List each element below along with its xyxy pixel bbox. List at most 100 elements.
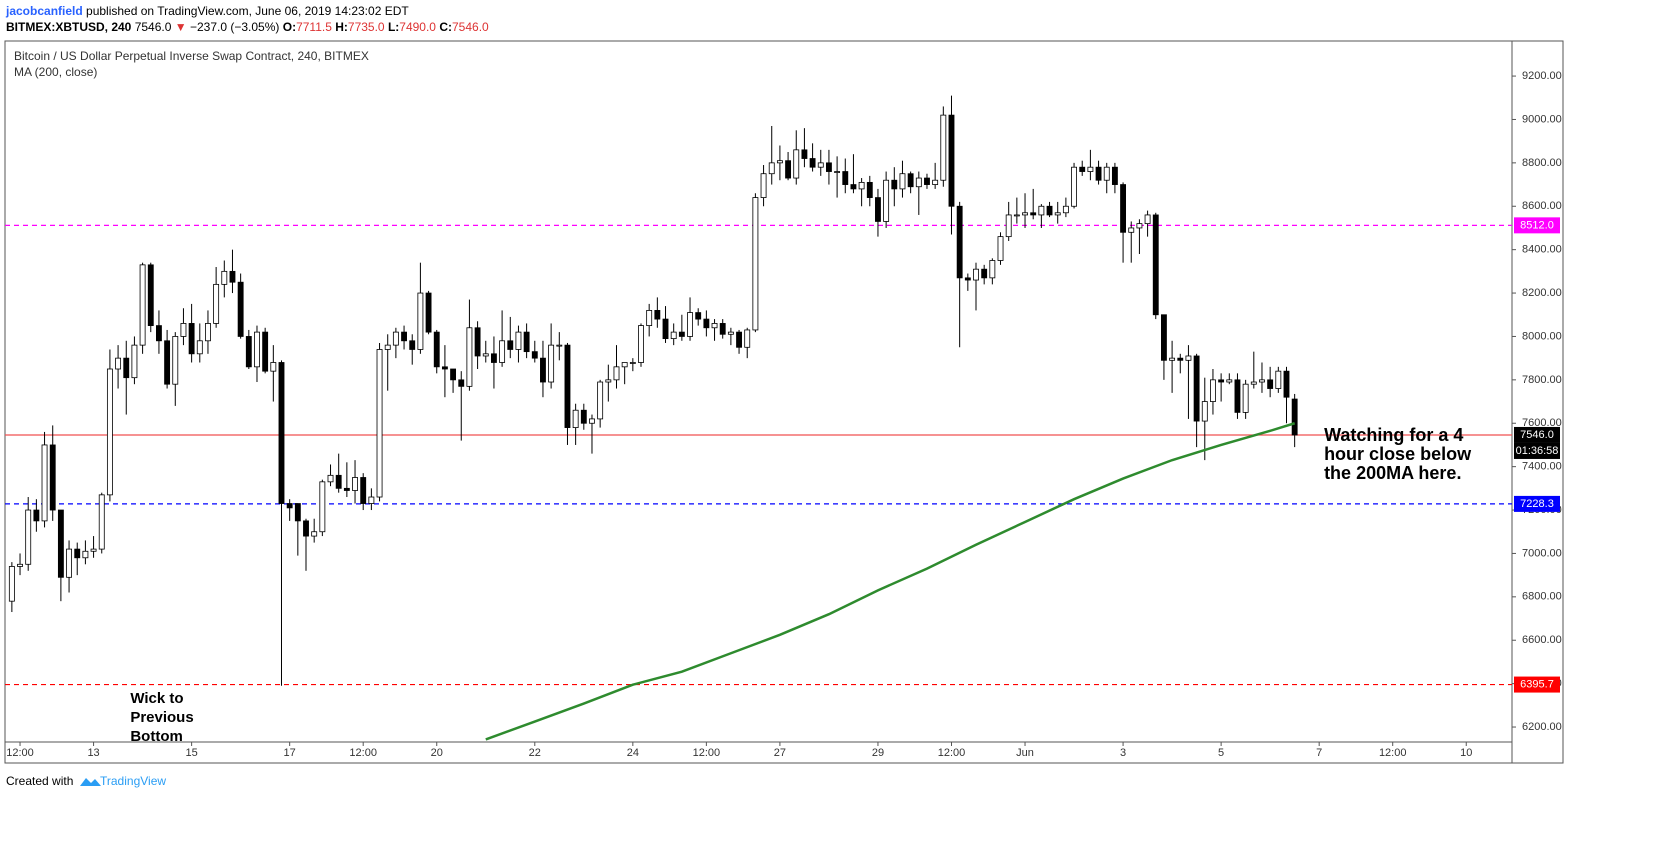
- c-label: C:: [439, 20, 452, 34]
- x-tick-label: 12:00: [349, 747, 377, 759]
- candle-body: [294, 503, 301, 522]
- candle-body: [964, 277, 971, 281]
- y-tick-label: 7600.00: [1522, 417, 1562, 429]
- candle-body: [41, 444, 48, 522]
- author: jacobcanfield: [5, 4, 83, 18]
- candle-body: [940, 114, 947, 181]
- candle-body: [1071, 166, 1077, 207]
- candle-body: [834, 171, 841, 173]
- candle-body: [507, 340, 514, 350]
- footer: Created with: [6, 774, 73, 788]
- candle-body: [1120, 184, 1127, 233]
- candle-body: [33, 509, 40, 522]
- candle-body: [638, 325, 644, 363]
- price-tag: [1514, 676, 1560, 693]
- candle-body: [491, 353, 497, 363]
- candle-body: [883, 179, 890, 222]
- candle-body: [768, 162, 775, 175]
- candle-body: [646, 310, 653, 327]
- change: −237.0 (−3.05%): [190, 20, 279, 34]
- price-tag-label: 7546.0: [1520, 429, 1554, 441]
- published: published on TradingView.com, June 06, 2…: [86, 4, 409, 18]
- candle-body: [629, 362, 636, 364]
- candle-body: [352, 477, 358, 491]
- candle-body: [123, 357, 130, 379]
- candle-body: [523, 331, 530, 353]
- candle-body: [1201, 401, 1208, 422]
- annotation: Bottom: [130, 728, 183, 745]
- candle-body: [597, 381, 604, 420]
- candle-body: [458, 379, 465, 387]
- y-tick-label: 8800.00: [1522, 157, 1562, 169]
- candle-body: [401, 331, 407, 342]
- x-tick-label: Jun: [1016, 747, 1034, 759]
- candle-body: [1046, 205, 1053, 216]
- candle-body: [392, 331, 399, 346]
- candle-body: [891, 179, 898, 190]
- candle-body: [98, 494, 105, 550]
- candle-body: [1160, 314, 1167, 361]
- candle-body: [540, 357, 546, 383]
- x-tick-label: 12:00: [1379, 747, 1407, 759]
- candle-body: [793, 149, 800, 179]
- candle-body: [1218, 379, 1225, 383]
- x-tick-label: 5: [1218, 747, 1224, 759]
- y-tick-label: 6600.00: [1522, 634, 1562, 646]
- candle-body: [131, 344, 138, 379]
- price-tag: [1514, 495, 1560, 512]
- candle-body: [907, 173, 914, 188]
- candle-body: [319, 481, 326, 533]
- candle-body: [531, 351, 538, 359]
- y-tick-label: 7000.00: [1522, 547, 1562, 559]
- candle-body: [221, 270, 228, 285]
- candle-body: [417, 292, 424, 350]
- last: 7546.0: [135, 20, 172, 34]
- x-tick-label: 20: [431, 747, 443, 759]
- candle-body: [956, 205, 963, 279]
- candle-body: [1095, 166, 1102, 181]
- candle-body: [564, 344, 571, 428]
- x-tick-label: 7: [1316, 747, 1322, 759]
- y-tick-label: 9200.00: [1522, 70, 1562, 82]
- candle-body: [172, 336, 179, 385]
- candle-body: [866, 181, 873, 198]
- candle-body: [548, 344, 555, 383]
- candle-body: [139, 264, 146, 346]
- x-tick-label: 10: [1460, 747, 1472, 759]
- candle-body: [842, 171, 849, 185]
- subtitle: MA (200, close): [14, 65, 97, 79]
- candle-body: [213, 283, 220, 324]
- price-tag-label: 7228.3: [1520, 498, 1554, 510]
- candle-body: [605, 379, 612, 383]
- candle-body: [343, 487, 350, 491]
- candle-body: [156, 325, 162, 342]
- candle-body: [981, 268, 988, 279]
- price-tag: [1514, 217, 1560, 234]
- candle-body: [989, 260, 996, 279]
- candle-body: [335, 474, 342, 489]
- candle-body: [711, 323, 718, 329]
- candle-body: [1210, 379, 1216, 402]
- candle-body: [825, 162, 832, 172]
- arrow: ▼: [175, 20, 187, 34]
- candle-body: [760, 173, 767, 198]
- candle-body: [1022, 212, 1028, 216]
- candle-body: [1234, 379, 1241, 413]
- candle-body: [205, 323, 211, 342]
- x-tick-label: 15: [185, 747, 197, 759]
- h-label: H:: [335, 20, 348, 34]
- candle-body: [1087, 166, 1094, 172]
- candle-body: [850, 184, 857, 190]
- candle-body: [1193, 355, 1200, 422]
- candle-body: [744, 329, 751, 348]
- candle-body: [25, 509, 32, 565]
- x-tick-label: 24: [627, 747, 639, 759]
- candle-body: [687, 312, 693, 337]
- candle-body: [82, 550, 89, 559]
- brand[interactable]: TradingView: [100, 774, 166, 788]
- y-tick-label: 8000.00: [1522, 330, 1562, 342]
- x-tick-label: 13: [87, 747, 99, 759]
